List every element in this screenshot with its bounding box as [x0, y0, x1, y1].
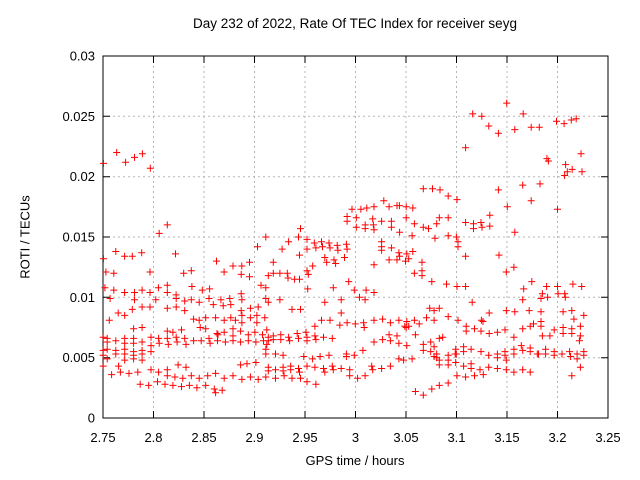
x-tick-label: 2.9 — [245, 430, 263, 445]
x-tick-label: 2.85 — [191, 430, 216, 445]
y-tick-label: 0 — [88, 411, 95, 426]
x-axis-label: GPS time / hours — [306, 453, 405, 468]
plot-frame — [102, 55, 609, 419]
x-tick-label: 3.05 — [393, 430, 418, 445]
scatter-points — [99, 99, 588, 399]
x-tick-label: 3.15 — [494, 430, 519, 445]
y-tick-label: 0.015 — [62, 230, 95, 245]
y-tick-label: 0.01 — [70, 290, 95, 305]
x-tick-label: 2.75 — [90, 430, 115, 445]
x-tick-label: 3 — [352, 430, 359, 445]
x-tick-label: 3.1 — [447, 430, 465, 445]
chart-title: Day 232 of 2022, Rate Of TEC Index for r… — [193, 16, 517, 31]
x-tick-label: 2.95 — [292, 430, 317, 445]
x-tick-label: 3.2 — [548, 430, 566, 445]
y-tick-label: 0.025 — [62, 109, 95, 124]
plot-area: 2.75 2.8 2.85 2.9 2.95 3 3.05 3.1 3.15 3.2 3.25 0 0.… — [62, 49, 620, 446]
y-tick-label: 0.02 — [70, 169, 95, 184]
x-tick-label: 2.8 — [144, 430, 162, 445]
y-tick-label: 0.005 — [62, 350, 95, 365]
y-axis-label: ROTI / TECUs — [18, 195, 33, 279]
x-tick-label: 3.25 — [595, 430, 620, 445]
y-tick-label: 0.03 — [70, 49, 95, 64]
